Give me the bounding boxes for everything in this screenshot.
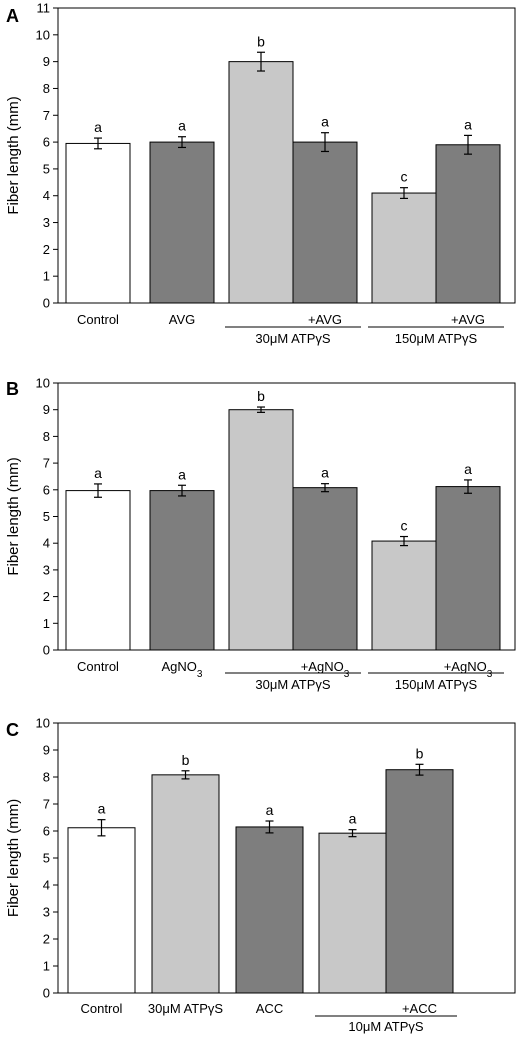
significance-letter: a	[266, 802, 274, 818]
group-label: 30μM ATPγS	[255, 331, 330, 346]
y-tick-label: 5	[43, 161, 50, 176]
significance-letter: b	[257, 388, 265, 404]
significance-letter: a	[178, 466, 186, 482]
y-tick-label: 2	[43, 589, 50, 604]
bar	[228, 61, 294, 304]
y-axis-label: Fiber length (mm)	[5, 457, 22, 575]
y-tick-label: 6	[43, 824, 50, 839]
bar	[65, 490, 131, 651]
significance-letter: c	[401, 518, 408, 534]
chart-panel-b: B 0 1 2 3 4 5 6 7 8 9 10 Fiber length (mm) a Control a A…	[5, 376, 516, 692]
y-tick-label: 3	[43, 905, 50, 920]
y-tick-label: 3	[43, 562, 50, 577]
significance-letter: a	[178, 118, 186, 134]
y-tick-label: 4	[43, 188, 50, 203]
significance-letter: b	[257, 33, 265, 49]
category-label: AgNO3	[162, 659, 203, 680]
category-label: 30μM ATPγS	[148, 1001, 223, 1016]
y-tick-label: 8	[43, 429, 50, 444]
significance-letter: a	[321, 114, 329, 130]
bar	[228, 409, 294, 651]
y-tick-label: 3	[43, 215, 50, 230]
panel-label: C	[6, 720, 19, 740]
y-tick-label: 10	[36, 376, 50, 391]
y-axis-label: Fiber length (mm)	[5, 96, 22, 214]
significance-letter: a	[94, 119, 102, 135]
bar	[149, 490, 215, 651]
bar	[65, 142, 131, 304]
y-tick-label: 2	[43, 242, 50, 257]
bar	[318, 832, 387, 994]
category-label: +AVG	[308, 312, 342, 327]
category-label: +AVG	[451, 312, 485, 327]
y-tick-label: 9	[43, 54, 50, 69]
bar	[149, 141, 215, 304]
bar	[435, 144, 501, 304]
y-tick-label: 0	[43, 986, 50, 1001]
bar	[292, 487, 358, 651]
y-tick-label: 1	[43, 616, 50, 631]
y-tick-label: 8	[43, 770, 50, 785]
significance-letter: b	[416, 745, 424, 761]
y-tick-label: 0	[43, 643, 50, 658]
significance-letter: a	[349, 811, 357, 827]
y-tick-label: 6	[43, 135, 50, 150]
category-label: Control	[77, 659, 119, 674]
significance-letter: b	[182, 752, 190, 768]
y-tick-label: 5	[43, 509, 50, 524]
y-tick-label: 8	[43, 81, 50, 96]
y-tick-label: 2	[43, 932, 50, 947]
significance-letter: a	[94, 465, 102, 481]
bar	[385, 769, 454, 994]
category-label: Control	[77, 312, 119, 327]
group-label: 150μM ATPγS	[395, 677, 478, 692]
panel-label: A	[6, 6, 19, 26]
y-tick-label: 9	[43, 743, 50, 758]
category-label: +AgNO3	[301, 659, 350, 680]
y-tick-label: 4	[43, 536, 50, 551]
y-tick-label: 7	[43, 797, 50, 812]
y-tick-label: 10	[36, 27, 50, 42]
significance-letter: a	[464, 116, 472, 132]
group-label: 150μM ATPγS	[395, 331, 478, 346]
bar	[371, 192, 437, 304]
y-axis-label: Fiber length (mm)	[5, 799, 22, 917]
y-tick-label: 7	[43, 108, 50, 123]
category-label: +ACC	[402, 1001, 437, 1016]
y-tick-label: 9	[43, 402, 50, 417]
y-tick-label: 1	[43, 959, 50, 974]
category-label: ACC	[256, 1001, 283, 1016]
y-tick-label: 0	[43, 296, 50, 311]
bar	[435, 486, 501, 651]
group-label: 10μM ATPγS	[348, 1019, 423, 1034]
significance-letter: c	[401, 169, 408, 185]
chart-panel-c: C 0 1 2 3 4 5 6 7 8 9 10 Fiber length (mm) a Control b 3…	[5, 716, 516, 1034]
significance-letter: a	[98, 801, 106, 817]
y-tick-label: 1	[43, 269, 50, 284]
y-tick-label: 10	[36, 716, 50, 731]
significance-letter: a	[464, 461, 472, 477]
bar	[235, 826, 304, 994]
group-label: 30μM ATPγS	[255, 677, 330, 692]
y-tick-label: 7	[43, 456, 50, 471]
y-tick-label: 6	[43, 482, 50, 497]
y-tick-label: 11	[37, 1, 51, 16]
y-tick-label: 5	[43, 851, 50, 866]
category-label: +AgNO3	[444, 659, 493, 680]
significance-letter: a	[321, 465, 329, 481]
chart-panel-a: A 0 1 2 3 4 5 6 7 8 9 10 11 Fiber length (mm) a Control…	[5, 1, 516, 346]
bar	[371, 540, 437, 651]
category-label: AVG	[169, 312, 196, 327]
category-label: Control	[81, 1001, 123, 1016]
bar	[292, 141, 358, 304]
bar	[67, 827, 136, 994]
y-tick-label: 4	[43, 878, 50, 893]
panel-label: B	[6, 379, 19, 399]
bar	[151, 774, 220, 994]
